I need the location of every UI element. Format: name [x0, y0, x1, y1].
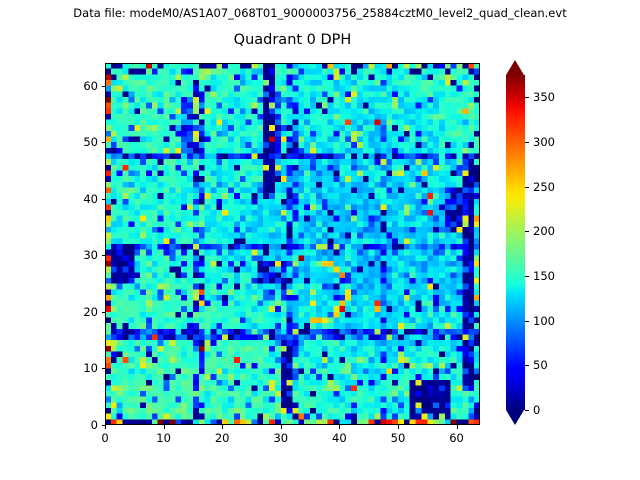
colorbar-tick-label: 0	[533, 403, 541, 417]
colorbar-tick-label: 100	[533, 313, 555, 328]
colorbar-tick-label: 300	[533, 135, 555, 149]
colorbar-tick	[525, 410, 529, 411]
x-axis-tick-label: 10	[156, 431, 171, 445]
heatmap-image[interactable]	[105, 63, 480, 425]
y-axis-tick-label: 0	[90, 418, 98, 432]
y-axis-tick	[101, 85, 105, 87]
colorbar-tick	[525, 97, 529, 99]
colorbar-tick-label: 350	[533, 90, 555, 105]
y-axis-tick-label: 30	[83, 248, 98, 263]
y-axis-tick	[101, 198, 105, 200]
y-axis-tick	[101, 142, 105, 144]
colorbar-tick	[525, 231, 529, 233]
x-axis-tick-label: 40	[332, 431, 347, 445]
colorbar-tick	[525, 276, 529, 277]
y-axis-tick-label: 50	[83, 135, 98, 150]
x-axis-tick	[222, 425, 224, 429]
x-axis-tick-label: 0	[101, 431, 109, 445]
x-axis-tick-label: 30	[273, 431, 289, 445]
heatmap-axes[interactable]: 0 10 20 30 40 50 60 0 10 20 30 40 50 60	[83, 63, 480, 445]
y-axis-tick-label: 60	[83, 78, 98, 93]
colorbar-tick	[525, 186, 529, 188]
x-axis-tick	[163, 425, 165, 429]
y-axis-tick-label: 20	[83, 304, 98, 319]
x-axis-tick	[339, 425, 341, 429]
data-file-suptitle: Data file: modeM0/AS1A07_068T01_90000037…	[73, 6, 567, 20]
y-axis-tick	[101, 425, 105, 426]
x-axis-tick-label: 60	[449, 431, 464, 445]
x-axis-tick-label: 50	[390, 431, 406, 445]
x-axis-tick-label: 20	[214, 431, 230, 445]
colorbar[interactable]: 0 50 100 150 200 250 300 350	[506, 60, 555, 425]
colorbar-tick-label: 200	[533, 224, 555, 239]
colorbar-extend-max-arrow	[506, 60, 524, 75]
x-axis-tick	[397, 425, 399, 429]
colorbar-tick	[525, 142, 529, 143]
colorbar-tick-label: 250	[533, 179, 555, 194]
page-title: Quadrant 0 DPH	[233, 32, 352, 48]
y-axis-tick	[101, 368, 105, 370]
y-axis-tick-label: 40	[83, 191, 98, 206]
colorbar-extend-min-arrow	[506, 410, 524, 425]
x-axis-tick	[105, 425, 106, 429]
y-axis-tick	[101, 255, 105, 257]
colorbar-tick-label: 150	[533, 269, 555, 283]
colorbar-tick	[525, 365, 529, 367]
colorbar-tick	[525, 320, 529, 322]
colorbar-tick-label: 50	[533, 358, 548, 373]
y-axis-tick-label: 10	[83, 361, 98, 376]
y-axis-tick	[101, 311, 105, 313]
x-axis-tick	[280, 425, 282, 429]
x-axis-tick	[456, 425, 458, 429]
colorbar-gradient	[506, 75, 525, 410]
